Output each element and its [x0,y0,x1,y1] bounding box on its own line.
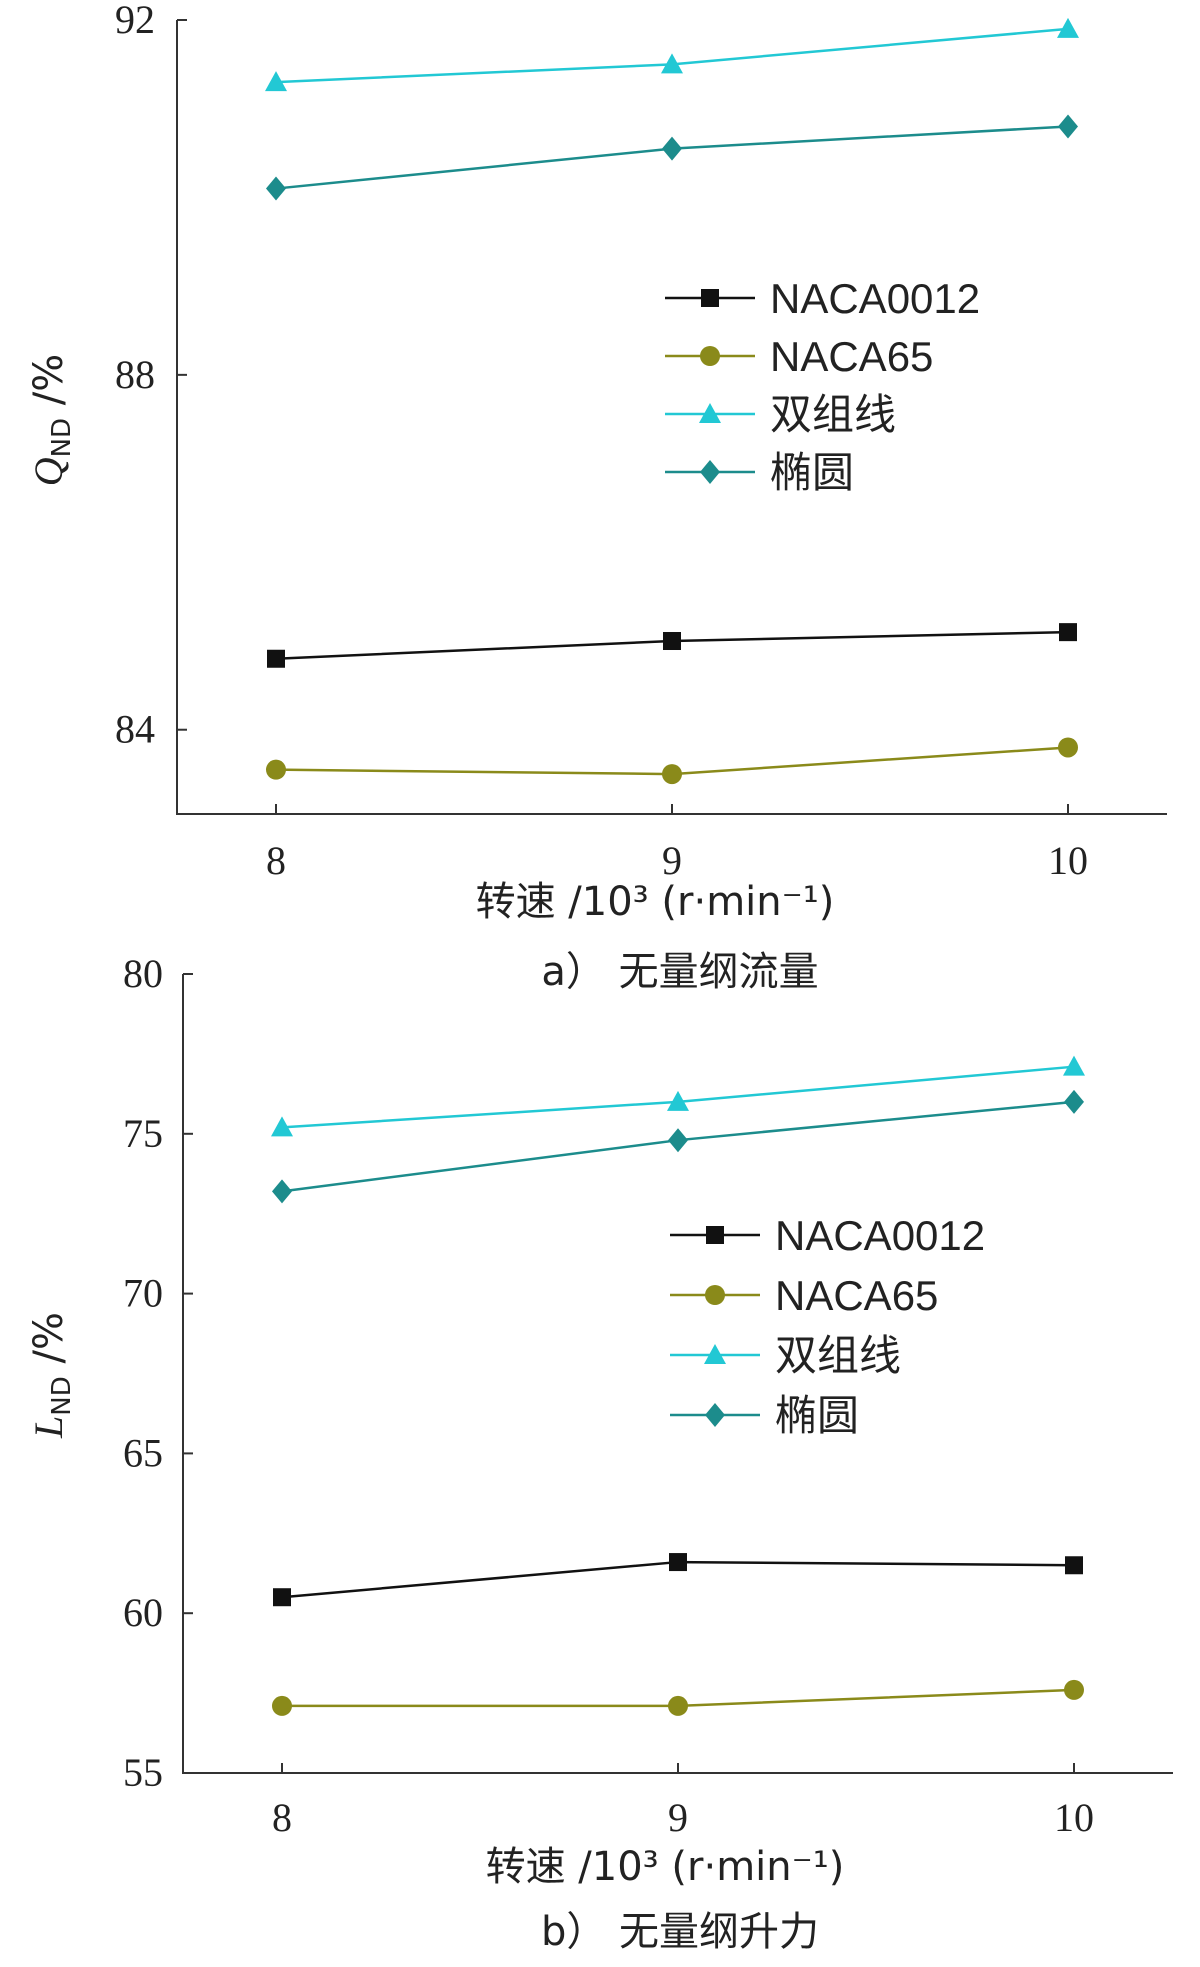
legend-label-1: NACA65 [775,1272,938,1319]
x-tick-label: 8 [266,838,286,883]
data-point-2-1 [661,53,683,74]
y-tick-label: 75 [123,1111,163,1156]
y-tick-label: 70 [123,1271,163,1316]
data-point-2-0 [271,1116,293,1137]
data-point-0-1 [669,1553,687,1572]
y-ticks-b: 55 60 65 70 75 80 [123,951,193,1795]
data-point-1-2 [1058,737,1078,758]
data-point-3-2 [1064,1089,1084,1114]
series-layer-a [265,17,1079,785]
data-point-0-0 [273,1588,291,1607]
x-tick-label: 9 [668,1795,688,1840]
legend-marker-3 [705,1403,725,1427]
y-tick-label: 55 [123,1750,163,1795]
y-tick-label: 92 [115,0,155,42]
y-tick-label: 65 [123,1430,163,1475]
y-axis-title-sub-b: ND [47,1376,77,1415]
legend-label-3: 椭圆 [770,449,854,496]
y-tick-label: 88 [115,352,155,397]
y-tick-label: 84 [115,707,155,752]
legend-label-0: NACA0012 [770,275,980,322]
legend-marker-3 [700,460,720,484]
data-point-2-2 [1057,17,1079,38]
y-axis-title-main-a: Q [26,457,71,486]
y-ticks-a: 84 88 92 [115,0,187,752]
legend-label-0: NACA0012 [775,1212,985,1259]
legend-label-2: 双组线 [775,1332,901,1379]
x-tick-label: 8 [272,1795,292,1840]
data-point-1-0 [272,1695,292,1716]
data-point-3-2 [1058,114,1078,139]
data-point-1-1 [668,1695,688,1716]
plot-area-a [176,20,1167,815]
legend-marker-2 [704,1344,726,1364]
x-axis-title-a: 转速 /10³ (r·min⁻¹) [476,879,835,925]
legend-label-1: NACA65 [770,333,933,380]
data-point-3-1 [662,136,682,161]
data-point-1-1 [662,764,682,785]
axis-frame-a [176,20,1167,815]
data-point-1-0 [266,759,286,780]
caption-a: a） 无量纲流量 [541,949,818,995]
y-tick-label: 80 [123,951,163,996]
legend-marker-1 [705,1285,725,1305]
y-axis-title-unit-a: /% [26,354,72,418]
legend-label-3: 椭圆 [775,1392,859,1439]
x-ticks-a: 8 9 10 [266,804,1088,883]
x-tick-label: 10 [1054,1795,1094,1840]
caption-b: b） 无量纲升力 [541,1909,819,1955]
series-layer-b [271,1055,1085,1716]
data-point-3-1 [668,1128,688,1153]
data-point-0-0 [267,649,285,668]
x-tick-label: 10 [1048,838,1088,883]
y-axis-title-sub-a: ND [47,418,77,457]
legend-label-2: 双组线 [770,391,896,438]
legend-marker-0 [706,1226,724,1244]
y-tick-label: 60 [123,1590,163,1635]
data-point-1-2 [1064,1679,1084,1700]
data-point-2-0 [265,71,287,92]
legend-marker-1 [700,346,720,366]
data-point-2-2 [1063,1055,1085,1076]
data-point-2-1 [667,1090,689,1111]
y-axis-title-unit-b: /% [26,1312,72,1376]
data-point-0-1 [663,632,681,651]
legend-marker-2 [699,403,721,423]
y-axis-title-a: QND /% [26,354,77,487]
y-axis-title-b: LND /% [26,1312,77,1439]
x-tick-label: 9 [662,838,682,883]
legend-marker-0 [701,289,719,307]
data-point-3-0 [266,176,286,201]
x-ticks-b: 8 9 10 [272,1763,1094,1840]
y-axis-title-main-b: L [26,1416,71,1439]
data-point-0-2 [1059,623,1077,642]
data-point-0-2 [1065,1556,1083,1575]
data-point-3-0 [272,1179,292,1204]
x-axis-title-b: 转速 /10³ (r·min⁻¹) [486,1844,845,1890]
